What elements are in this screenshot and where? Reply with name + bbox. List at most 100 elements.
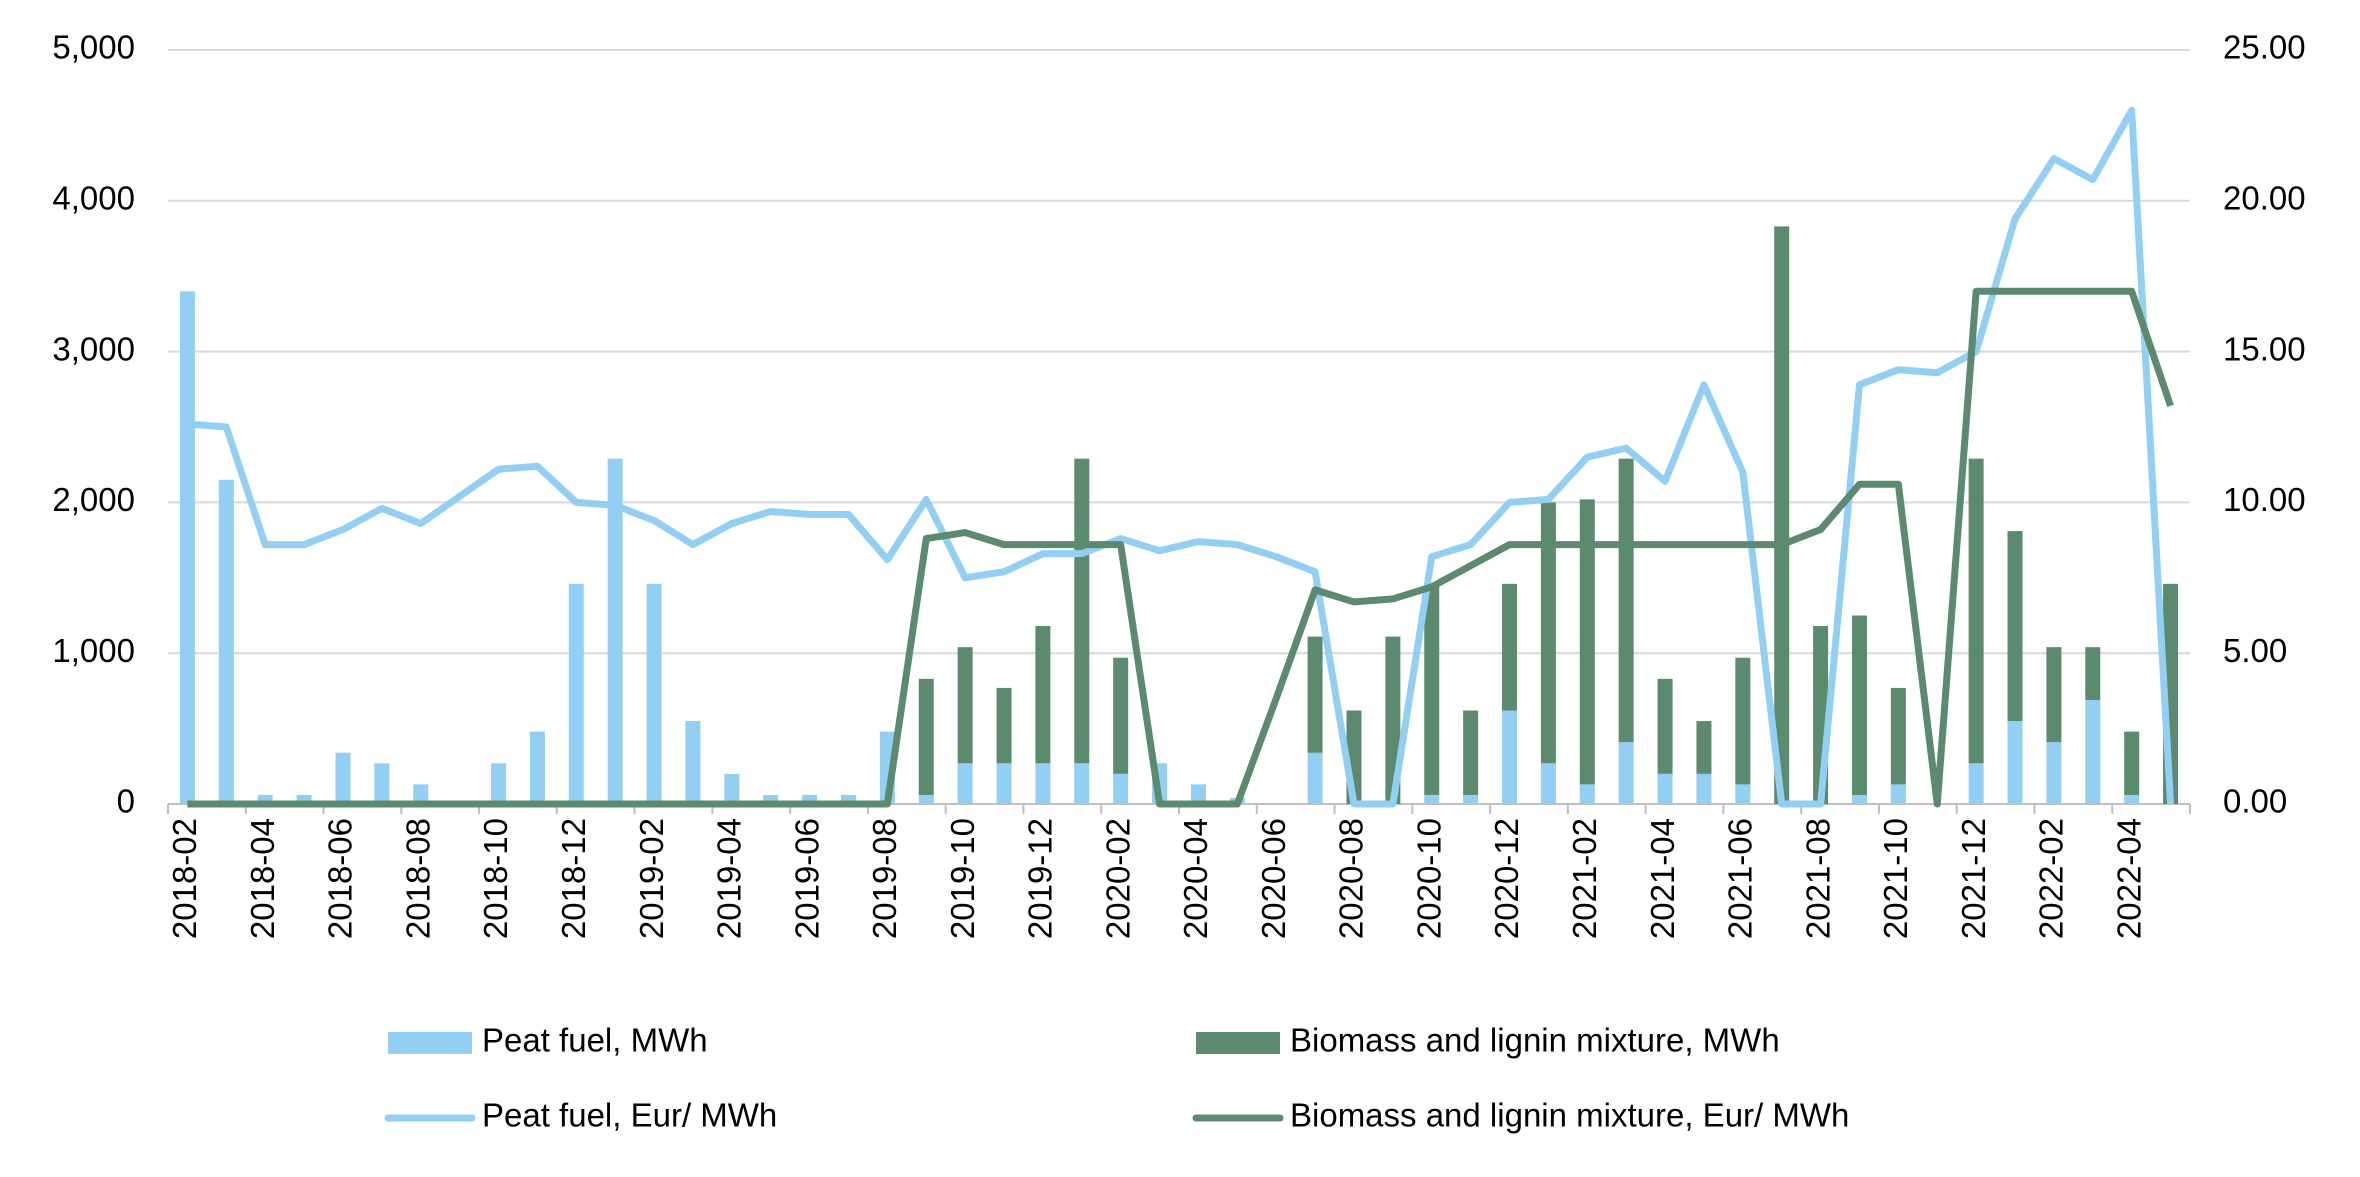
bar <box>529 731 545 804</box>
x-tick-label: 2019-04 <box>711 818 748 939</box>
y-tick-label: 5,000 <box>52 29 135 66</box>
x-tick-label: 2020-06 <box>1255 818 1292 939</box>
bar <box>1035 626 1051 764</box>
x-tick-label: 2021-04 <box>1644 818 1681 939</box>
bar <box>1657 773 1673 804</box>
y2-tick-label: 25.00 <box>2223 29 2306 66</box>
x-tick-label: 2019-08 <box>866 818 903 939</box>
bar <box>1890 784 1906 804</box>
bar <box>996 687 1012 764</box>
bar <box>1424 583 1440 795</box>
x-tick-label: 2020-10 <box>1410 818 1447 939</box>
x-tick-label: 2018-10 <box>477 818 514 939</box>
bar <box>1113 773 1129 804</box>
bar <box>1307 636 1323 753</box>
x-tick-label: 2021-06 <box>1722 818 1759 939</box>
bar <box>2046 742 2062 804</box>
bar <box>802 794 818 804</box>
bar <box>1696 721 1712 774</box>
bar <box>1618 742 1634 804</box>
x-tick-label: 2019-06 <box>788 818 825 939</box>
x-tick-label: 2018-02 <box>166 818 203 939</box>
bar <box>1890 687 1906 785</box>
line <box>187 106 2175 808</box>
x-tick-label: 2018-06 <box>322 818 359 939</box>
x-tick-label: 2020-04 <box>1177 818 1214 939</box>
bar <box>957 763 973 804</box>
bar <box>218 479 234 804</box>
bar <box>1774 226 1790 804</box>
bar <box>1540 502 1556 764</box>
y2-tick-label: 5.00 <box>2223 632 2287 669</box>
bar <box>1463 710 1479 795</box>
bar <box>2007 721 2023 804</box>
bar <box>2124 731 2140 795</box>
y2-tick-label: 0.00 <box>2223 783 2287 820</box>
bar <box>1735 657 1751 785</box>
bar <box>2085 699 2101 804</box>
bar <box>1851 615 1867 795</box>
x-tick-label: 2021-08 <box>1799 818 1836 939</box>
bar <box>1113 657 1129 774</box>
bar <box>1618 458 1634 743</box>
y2-tick-label: 10.00 <box>2223 481 2306 518</box>
bar <box>257 794 273 804</box>
bar <box>1502 583 1518 711</box>
legend-label: Biomass and lignin mixture, MWh <box>1290 1022 1780 1059</box>
bar <box>2124 794 2140 804</box>
legend-swatch <box>1196 1032 1280 1054</box>
y-tick-label: 0 <box>117 783 135 820</box>
bar <box>1657 678 1673 774</box>
bar <box>1540 763 1556 804</box>
x-tick-label: 2020-02 <box>1099 818 1136 939</box>
bar <box>2046 647 2062 743</box>
bar <box>1579 784 1595 804</box>
x-tick-label: 2021-12 <box>1955 818 1992 939</box>
y-tick-label: 3,000 <box>52 330 135 367</box>
bar <box>1074 458 1090 764</box>
bar <box>724 773 740 804</box>
bar <box>1579 499 1595 785</box>
bar <box>1190 784 1206 804</box>
x-tick-label: 2020-12 <box>1488 818 1525 939</box>
bar <box>1424 794 1440 804</box>
x-tick-label: 2021-10 <box>1877 818 1914 939</box>
bar <box>1307 752 1323 804</box>
legend-label: Peat fuel, Eur/ MWh <box>482 1097 777 1134</box>
y-tick-label: 1,000 <box>52 632 135 669</box>
bar <box>646 583 662 804</box>
bar <box>685 721 701 804</box>
x-tick-label: 2022-02 <box>2033 818 2070 939</box>
y2-tick-label: 20.00 <box>2223 180 2306 217</box>
bar <box>1968 458 1984 764</box>
bar <box>568 583 584 804</box>
legend-label: Peat fuel, MWh <box>482 1022 708 1059</box>
x-tick-label: 2018-12 <box>555 818 592 939</box>
y2-tick-label: 15.00 <box>2223 330 2306 367</box>
bar <box>918 678 934 795</box>
y-tick-label: 2,000 <box>52 481 135 518</box>
bar <box>840 794 856 804</box>
bar <box>179 291 195 804</box>
bar <box>1851 794 1867 804</box>
x-tick-label: 2020-08 <box>1333 818 1370 939</box>
legend-swatch <box>388 1032 472 1054</box>
bar <box>374 763 390 804</box>
legend-label: Biomass and lignin mixture, Eur/ MWh <box>1290 1097 1849 1134</box>
bar <box>957 647 973 764</box>
bar <box>1696 773 1712 804</box>
bar <box>491 763 507 804</box>
bar <box>2085 647 2101 700</box>
bar <box>763 794 779 804</box>
x-tick-label: 2018-08 <box>399 818 436 939</box>
x-tick-label: 2019-02 <box>633 818 670 939</box>
bar <box>1463 794 1479 804</box>
bar <box>1735 784 1751 804</box>
bar <box>607 458 623 804</box>
bar <box>1035 763 1051 804</box>
bar <box>918 794 934 804</box>
x-tick-label: 2018-04 <box>244 818 281 939</box>
bar <box>1074 763 1090 804</box>
